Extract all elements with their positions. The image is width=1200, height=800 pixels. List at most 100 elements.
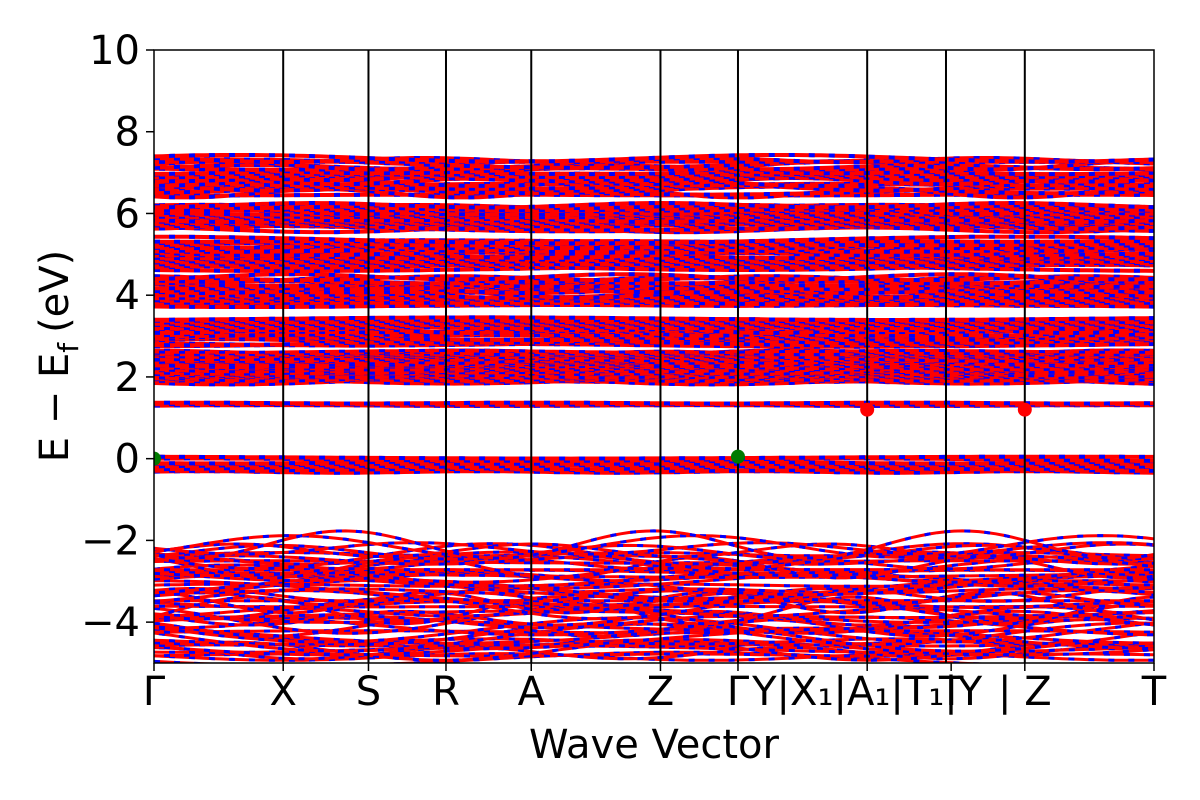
band-line-blue xyxy=(154,467,1154,473)
band-line-blue xyxy=(154,587,1154,603)
band-line-blue xyxy=(154,282,1154,288)
band-line-blue xyxy=(154,529,1154,560)
band-line-blue xyxy=(154,203,1154,211)
x-tick-label: A xyxy=(518,669,546,715)
band-line-blue xyxy=(154,570,1154,597)
y-axis-title-subscript: f xyxy=(52,342,85,353)
band-line-blue xyxy=(154,568,1154,575)
plot-frame xyxy=(153,49,1155,664)
band-line-blue xyxy=(154,600,1154,610)
band-line-blue xyxy=(154,352,1154,363)
band-line-blue xyxy=(154,294,1154,300)
band-line-blue xyxy=(154,608,1154,624)
band-line-blue xyxy=(154,554,1154,578)
band-line-blue xyxy=(154,276,1154,286)
band-line-blue xyxy=(154,607,1154,618)
kpoint-lines xyxy=(282,50,1026,663)
band-line-blue xyxy=(154,591,1154,607)
y-tick-label: −4 xyxy=(81,600,140,646)
band-line-blue xyxy=(154,327,1154,338)
band-line-blue xyxy=(154,274,1154,283)
band-line-blue xyxy=(154,618,1154,638)
band-line-blue xyxy=(154,370,1154,380)
band-line-red xyxy=(154,595,1154,626)
band-line-blue xyxy=(154,559,1154,565)
band-line-blue xyxy=(154,609,1154,620)
band-line-blue xyxy=(154,283,1154,295)
band-line-blue xyxy=(154,285,1154,291)
x-tick-label: Z xyxy=(647,669,674,715)
band-line-blue xyxy=(154,315,1154,322)
x-tick-label: X xyxy=(269,669,296,715)
band-line-blue xyxy=(154,362,1154,369)
band-line-blue xyxy=(154,622,1154,653)
band-line-blue xyxy=(154,356,1154,365)
extremum-marker xyxy=(154,451,161,466)
band-line-blue xyxy=(154,289,1154,295)
band-line-blue xyxy=(154,640,1154,647)
band-line-blue xyxy=(154,349,1154,354)
band-line-blue xyxy=(154,348,1154,356)
band-line-blue xyxy=(154,638,1154,657)
band-line-blue xyxy=(154,572,1154,583)
y-axis: −4 −2 0 2 4 6 8 10 xyxy=(81,28,154,646)
band-line-blue xyxy=(154,214,1154,225)
plot-area xyxy=(154,50,1154,663)
band-line-blue xyxy=(154,541,1154,556)
band-line-blue xyxy=(154,262,1154,268)
band-line-blue xyxy=(154,456,1154,463)
y-tick-label: 4 xyxy=(115,273,140,319)
band-line-blue xyxy=(154,574,1154,601)
band-line-blue xyxy=(154,206,1154,216)
band-line-blue xyxy=(154,213,1154,223)
x-tick-label: R xyxy=(432,669,460,715)
band-line-blue xyxy=(154,364,1154,374)
y-axis-title: E − Ef (eV) xyxy=(32,250,85,463)
band-line-blue xyxy=(154,153,1154,164)
band-line-blue xyxy=(154,643,1154,648)
y-tick-label: −2 xyxy=(81,518,140,564)
y-tick-label: 2 xyxy=(115,355,140,401)
band-line-blue xyxy=(154,262,1154,272)
band-line-blue xyxy=(154,341,1154,349)
band-line-blue xyxy=(154,166,1154,172)
band-line-blue xyxy=(154,250,1154,260)
band-line-blue xyxy=(154,332,1154,340)
band-line-blue xyxy=(154,187,1154,200)
band-line-blue xyxy=(154,376,1154,386)
band-line-blue xyxy=(154,255,1154,261)
y-tick-label: 6 xyxy=(115,191,140,237)
band-line-blue xyxy=(154,650,1154,663)
band-line-blue xyxy=(154,557,1154,571)
band-line-red xyxy=(154,534,1154,559)
band-line-blue xyxy=(154,554,1154,566)
band-line-blue xyxy=(154,464,1154,472)
band-line-blue xyxy=(154,322,1154,331)
band-line-blue xyxy=(154,589,1154,605)
y-axis-title-unit: (eV) xyxy=(32,250,78,333)
band-line-blue xyxy=(154,247,1154,255)
band-line-blue xyxy=(154,289,1154,300)
band-line-blue xyxy=(154,542,1154,559)
band-line-blue xyxy=(154,245,1154,254)
band-line-blue xyxy=(154,337,1154,346)
band-line-blue xyxy=(154,646,1154,661)
x-tick-label: S xyxy=(356,669,381,715)
band-line-blue xyxy=(154,361,1154,372)
x-tick-label: T xyxy=(1141,669,1167,715)
band-line-blue xyxy=(154,200,1154,210)
band-line-blue xyxy=(154,328,1154,335)
band-line-blue xyxy=(154,454,1154,461)
x-tick-label: Y|X₁|A₁|T₁|Y xyxy=(751,669,983,715)
band-line-blue xyxy=(154,587,1154,595)
bands-layer xyxy=(154,153,1154,663)
band-line-blue xyxy=(154,621,1154,646)
extremum-marker xyxy=(1017,402,1032,417)
band-line-blue xyxy=(154,573,1154,590)
y-tick-label: 8 xyxy=(115,110,140,156)
band-line-blue xyxy=(154,186,1154,197)
x-tick-label: T xyxy=(938,669,964,715)
band-line-blue xyxy=(154,303,1154,308)
x-tick-label: Γ xyxy=(143,669,166,715)
